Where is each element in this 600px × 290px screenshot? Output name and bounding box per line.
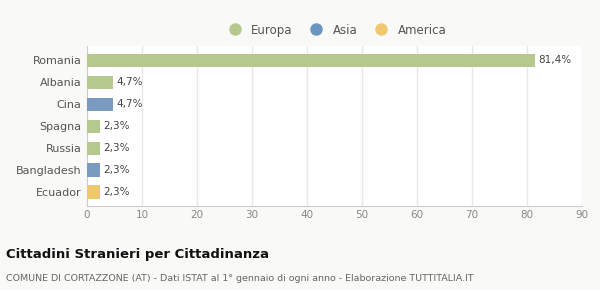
Bar — [87, 186, 100, 199]
Bar — [87, 76, 113, 89]
Text: Cittadini Stranieri per Cittadinanza: Cittadini Stranieri per Cittadinanza — [6, 248, 269, 261]
Bar — [87, 119, 100, 133]
Bar — [87, 164, 100, 177]
Text: 4,7%: 4,7% — [116, 77, 143, 87]
Text: 2,3%: 2,3% — [104, 121, 130, 131]
Bar — [87, 98, 113, 111]
Text: 2,3%: 2,3% — [104, 143, 130, 153]
Text: 81,4%: 81,4% — [539, 55, 572, 65]
Bar — [87, 142, 100, 155]
Text: COMUNE DI CORTAZZONE (AT) - Dati ISTAT al 1° gennaio di ogni anno - Elaborazione: COMUNE DI CORTAZZONE (AT) - Dati ISTAT a… — [6, 274, 473, 283]
Text: 4,7%: 4,7% — [116, 99, 143, 109]
Bar — [87, 54, 535, 67]
Text: 2,3%: 2,3% — [104, 187, 130, 197]
Text: 2,3%: 2,3% — [104, 165, 130, 175]
Legend: Europa, Asia, America: Europa, Asia, America — [223, 23, 446, 37]
